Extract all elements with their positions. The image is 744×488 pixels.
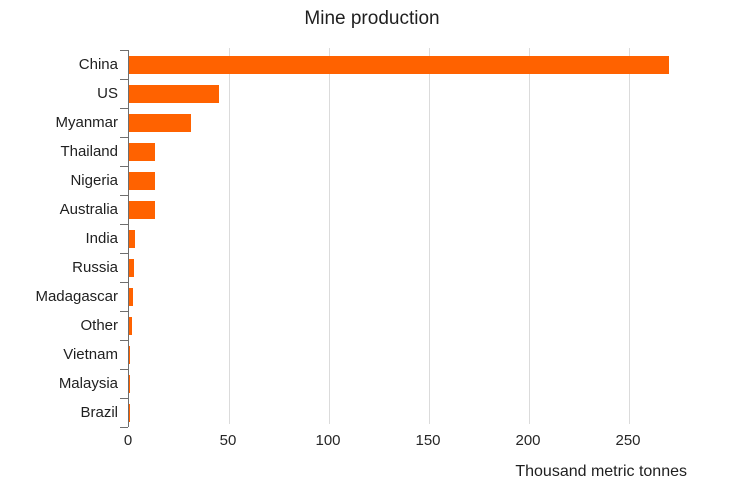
bar-brazil — [129, 403, 130, 422]
bar-australia — [129, 200, 155, 219]
gridline-x-150 — [428, 48, 430, 424]
bar-malaysia — [129, 374, 131, 393]
category-label-other: Other — [80, 317, 118, 334]
gridline-x-250 — [628, 48, 630, 424]
x-tick-label-150: 150 — [415, 432, 441, 449]
axis-tick — [120, 282, 128, 283]
category-label-thailand: Thailand — [60, 143, 118, 160]
bar-china — [129, 55, 669, 74]
axis-tick — [120, 253, 128, 254]
category-label-russia: Russia — [72, 259, 118, 276]
gridline-x-50 — [228, 48, 230, 424]
x-tick-label-0: 0 — [123, 432, 133, 449]
category-label-china: China — [78, 56, 118, 73]
category-label-vietnam: Vietnam — [63, 346, 118, 363]
x-tick-label-50: 50 — [219, 432, 237, 449]
bar-nigeria — [129, 171, 155, 190]
x-tick-label-250: 250 — [615, 432, 641, 449]
gridline-x-100 — [328, 48, 330, 424]
category-label-myanmar: Myanmar — [55, 114, 118, 131]
x-axis-title: Thousand metric tonnes — [515, 463, 687, 480]
axis-tick — [120, 195, 128, 196]
x-axis-tick-labels: 0 50 100 150 200 250 — [124, 432, 744, 450]
bar-other — [129, 316, 132, 335]
x-tick-label-100: 100 — [315, 432, 341, 449]
axis-tick — [120, 50, 128, 51]
plot-area — [128, 48, 744, 427]
category-label-madagascar: Madagascar — [35, 288, 118, 305]
axis-tick — [120, 427, 128, 428]
axis-tick — [120, 340, 128, 341]
axis-tick — [120, 311, 128, 312]
category-label-us: US — [97, 85, 118, 102]
category-axis-labels: China US Myanmar Thailand Nigeria Australia In… — [0, 50, 118, 427]
bar-thailand — [129, 142, 155, 161]
bar-madagascar — [129, 287, 133, 306]
axis-tick — [120, 398, 128, 399]
chart-title: Mine production — [304, 8, 440, 29]
axis-tick — [120, 369, 128, 370]
axis-tick — [120, 79, 128, 80]
axis-tick — [120, 166, 128, 167]
bar-india — [129, 229, 135, 248]
category-label-nigeria: Nigeria — [70, 172, 118, 189]
bar-myanmar — [129, 113, 191, 132]
category-label-brazil: Brazil — [80, 404, 118, 421]
gridline-x-200 — [528, 48, 530, 424]
category-label-india: India — [85, 230, 118, 247]
x-tick-label-200: 200 — [515, 432, 541, 449]
axis-tick — [120, 224, 128, 225]
axis-tick — [120, 108, 128, 109]
bar-russia — [129, 258, 134, 277]
bar-vietnam — [129, 345, 131, 364]
category-label-malaysia: Malaysia — [58, 375, 118, 392]
category-label-australia: Australia — [59, 201, 118, 218]
axis-tick — [120, 137, 128, 138]
bar-us — [129, 84, 219, 103]
